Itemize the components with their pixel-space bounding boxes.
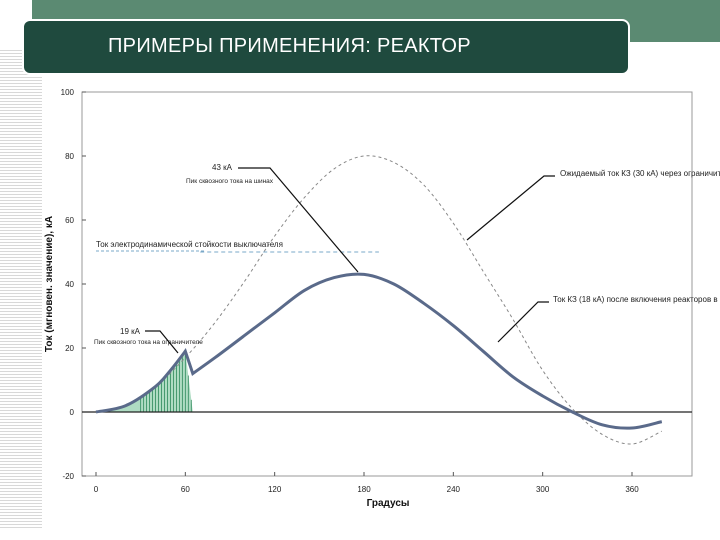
y-tick-label: -20 bbox=[62, 472, 74, 481]
annotation-19-sub: Пик сквозного тока на ограничителе bbox=[94, 339, 203, 346]
y-tick-label: 80 bbox=[65, 152, 74, 161]
title-box: ПРИМЕРЫ ПРИМЕНЕНИЯ: РЕАКТОР bbox=[24, 21, 628, 73]
level-line-label: Ток электродинамической стойкости выключ… bbox=[96, 240, 283, 249]
series-limited-leader bbox=[497, 301, 549, 343]
series-expected-current bbox=[95, 155, 663, 445]
y-tick-label: 0 bbox=[70, 408, 75, 417]
x-axis-title: Градусы bbox=[367, 498, 410, 509]
series-limited-label: Ток КЗ (18 кА) после включения реакторов… bbox=[553, 295, 720, 304]
y-tick-label: 20 bbox=[65, 344, 74, 353]
x-tick-label: 240 bbox=[447, 485, 461, 494]
shaded-area bbox=[96, 351, 193, 412]
side-stripes bbox=[0, 50, 42, 530]
annotation-19-leader bbox=[145, 330, 179, 354]
x-tick-label: 360 bbox=[625, 485, 639, 494]
annotation-43-leader bbox=[238, 167, 359, 273]
annotation-19-value: 19 кА bbox=[120, 327, 141, 336]
annotation-43-value: 43 кА bbox=[212, 163, 233, 172]
annotation-43-sub: Пик сквозного тока на шинах bbox=[186, 178, 274, 185]
shaded-region bbox=[96, 351, 193, 412]
plot-frame bbox=[81, 91, 693, 477]
y-tick-label: 100 bbox=[61, 88, 75, 97]
series-expected-label: Ожидаемый ток КЗ (30 кА) через ограничит… bbox=[560, 169, 720, 178]
series-limited-current bbox=[95, 272, 663, 430]
x-tick-label: 0 bbox=[94, 485, 99, 494]
series-expected-leader bbox=[466, 175, 555, 241]
slide-title: ПРИМЕРЫ ПРИМЕНЕНИЯ: РЕАКТОР bbox=[108, 35, 471, 57]
x-tick-label: 120 bbox=[268, 485, 282, 494]
y-tick-label: 40 bbox=[65, 280, 74, 289]
x-tick-label: 60 bbox=[181, 485, 190, 494]
x-tick-label: 300 bbox=[536, 485, 550, 494]
y-tick-label: 60 bbox=[65, 216, 74, 225]
x-tick-label: 180 bbox=[357, 485, 371, 494]
y-axis-title: Ток (мгновен. значение), кА bbox=[44, 216, 55, 352]
axis-ticks: -20 0 20 40 60 80 100 0 60 120 180 240 300 360 bbox=[61, 88, 640, 494]
